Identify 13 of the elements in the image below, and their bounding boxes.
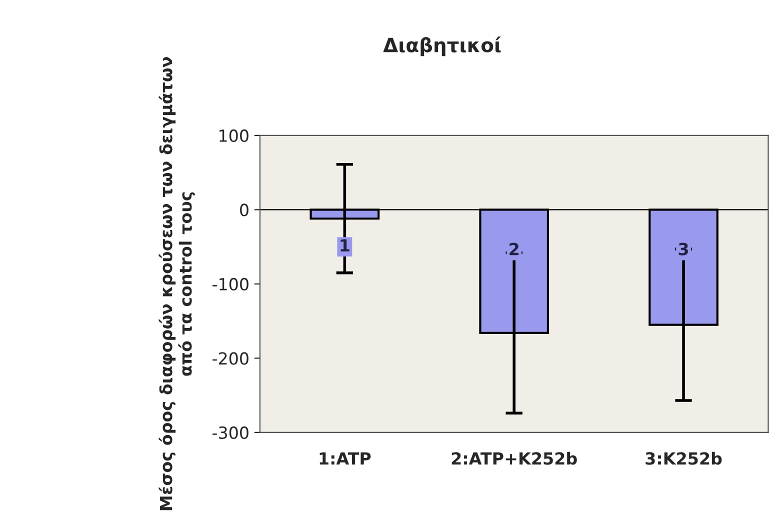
y-tick-label: -100 [212,278,248,291]
y-tick-label: -200 [212,352,248,365]
y-tick-label: 0 [240,204,248,216]
chart-title: Διαβητικοί [383,36,501,56]
y-axis-title: Μέσος όρος διαφορών κρούσεων των δειγμάτων από τα control τους [158,57,196,510]
x-tick-label: 1:ATP [320,452,371,465]
annotation: 1 [340,239,350,252]
y-tick-label: 100 [220,129,248,142]
y-tick-label: -300 [212,426,248,439]
annotation: 2 [510,242,518,256]
x-tick-label: 3:K252b [646,452,722,465]
x-tick-label: 2:ATP+K252b [452,452,577,465]
annotation: 3 [678,242,688,256]
